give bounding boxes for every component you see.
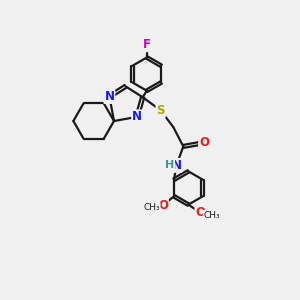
Text: F: F: [143, 38, 151, 51]
Text: O: O: [158, 199, 168, 212]
Text: O: O: [199, 136, 209, 149]
Text: O: O: [195, 206, 206, 219]
Text: CH₃: CH₃: [203, 211, 220, 220]
Text: N: N: [104, 90, 114, 103]
Text: CH₃: CH₃: [143, 203, 160, 212]
Text: H: H: [165, 160, 175, 170]
Text: N: N: [132, 110, 142, 123]
Text: S: S: [156, 104, 165, 117]
Text: N: N: [171, 159, 182, 172]
